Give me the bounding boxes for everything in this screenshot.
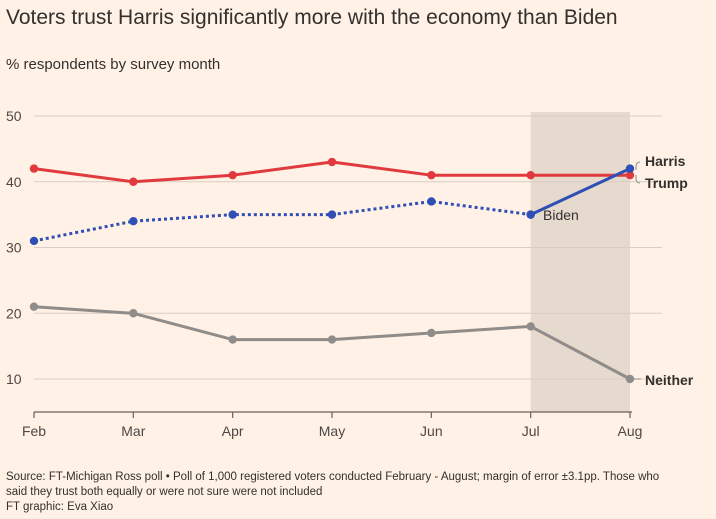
point-neither-apr xyxy=(228,335,237,344)
point-neither-jun xyxy=(427,328,436,338)
x-tick-label-may: May xyxy=(319,423,345,439)
x-tick-label-feb: Feb xyxy=(22,423,46,439)
point-neither-feb xyxy=(29,302,39,311)
series-label-biden: Biden xyxy=(543,207,579,223)
point-trump-may xyxy=(327,157,337,167)
point-neither-jul xyxy=(526,322,535,331)
y-tick-label-20: 20 xyxy=(6,305,22,321)
x-tick-label-mar: Mar xyxy=(121,423,145,439)
x-tick-label-aug: Aug xyxy=(618,423,643,439)
x-tick-label-jun: Jun xyxy=(420,423,443,439)
point-biden-jun xyxy=(427,197,436,206)
point-trump-jul xyxy=(526,170,535,180)
point-neither-may xyxy=(327,335,337,344)
point-biden-apr xyxy=(228,210,237,219)
chart-subtitle: % respondents by survey month xyxy=(6,56,221,73)
source-note-line1: Source: FT-Michigan Ross poll • Poll of … xyxy=(6,471,660,483)
highlight-band xyxy=(530,112,630,412)
y-tick-label-40: 40 xyxy=(6,174,22,190)
trump-connector xyxy=(635,175,641,184)
y-tick-label-30: 30 xyxy=(6,240,22,256)
point-trump-aug xyxy=(625,170,635,180)
harris-connector xyxy=(635,161,641,170)
series-label-neither: Neither xyxy=(645,372,694,388)
point-biden-may xyxy=(327,210,337,219)
point-trump-apr xyxy=(228,170,237,180)
x-tick-label-jul: Jul xyxy=(522,423,540,439)
y-tick-label-10: 10 xyxy=(6,371,22,387)
point-harris-aug xyxy=(625,164,635,173)
graphic-credit: FT graphic: Eva Xiao xyxy=(6,501,114,513)
point-trump-feb xyxy=(29,164,39,173)
chart-footer: Source: FT-Michigan Ross poll • Poll of … xyxy=(6,470,706,515)
source-note-line2: said they trust both equally or were not… xyxy=(6,486,323,498)
point-harris-jul xyxy=(526,210,535,219)
x-tick-label-apr: Apr xyxy=(222,423,244,439)
series-line-biden xyxy=(33,200,531,243)
chart-title: Voters trust Harris significantly more w… xyxy=(6,6,618,29)
point-biden-feb xyxy=(29,236,39,246)
point-neither-mar xyxy=(129,309,138,318)
point-trump-jun xyxy=(427,170,436,180)
series-line-harris xyxy=(530,167,631,216)
point-neither-aug xyxy=(625,374,635,384)
y-tick-label-50: 50 xyxy=(6,108,22,124)
series-label-trump: Trump xyxy=(645,175,688,191)
point-biden-mar xyxy=(129,217,138,226)
series-label-harris: Harris xyxy=(645,153,686,169)
point-trump-mar xyxy=(129,177,138,186)
